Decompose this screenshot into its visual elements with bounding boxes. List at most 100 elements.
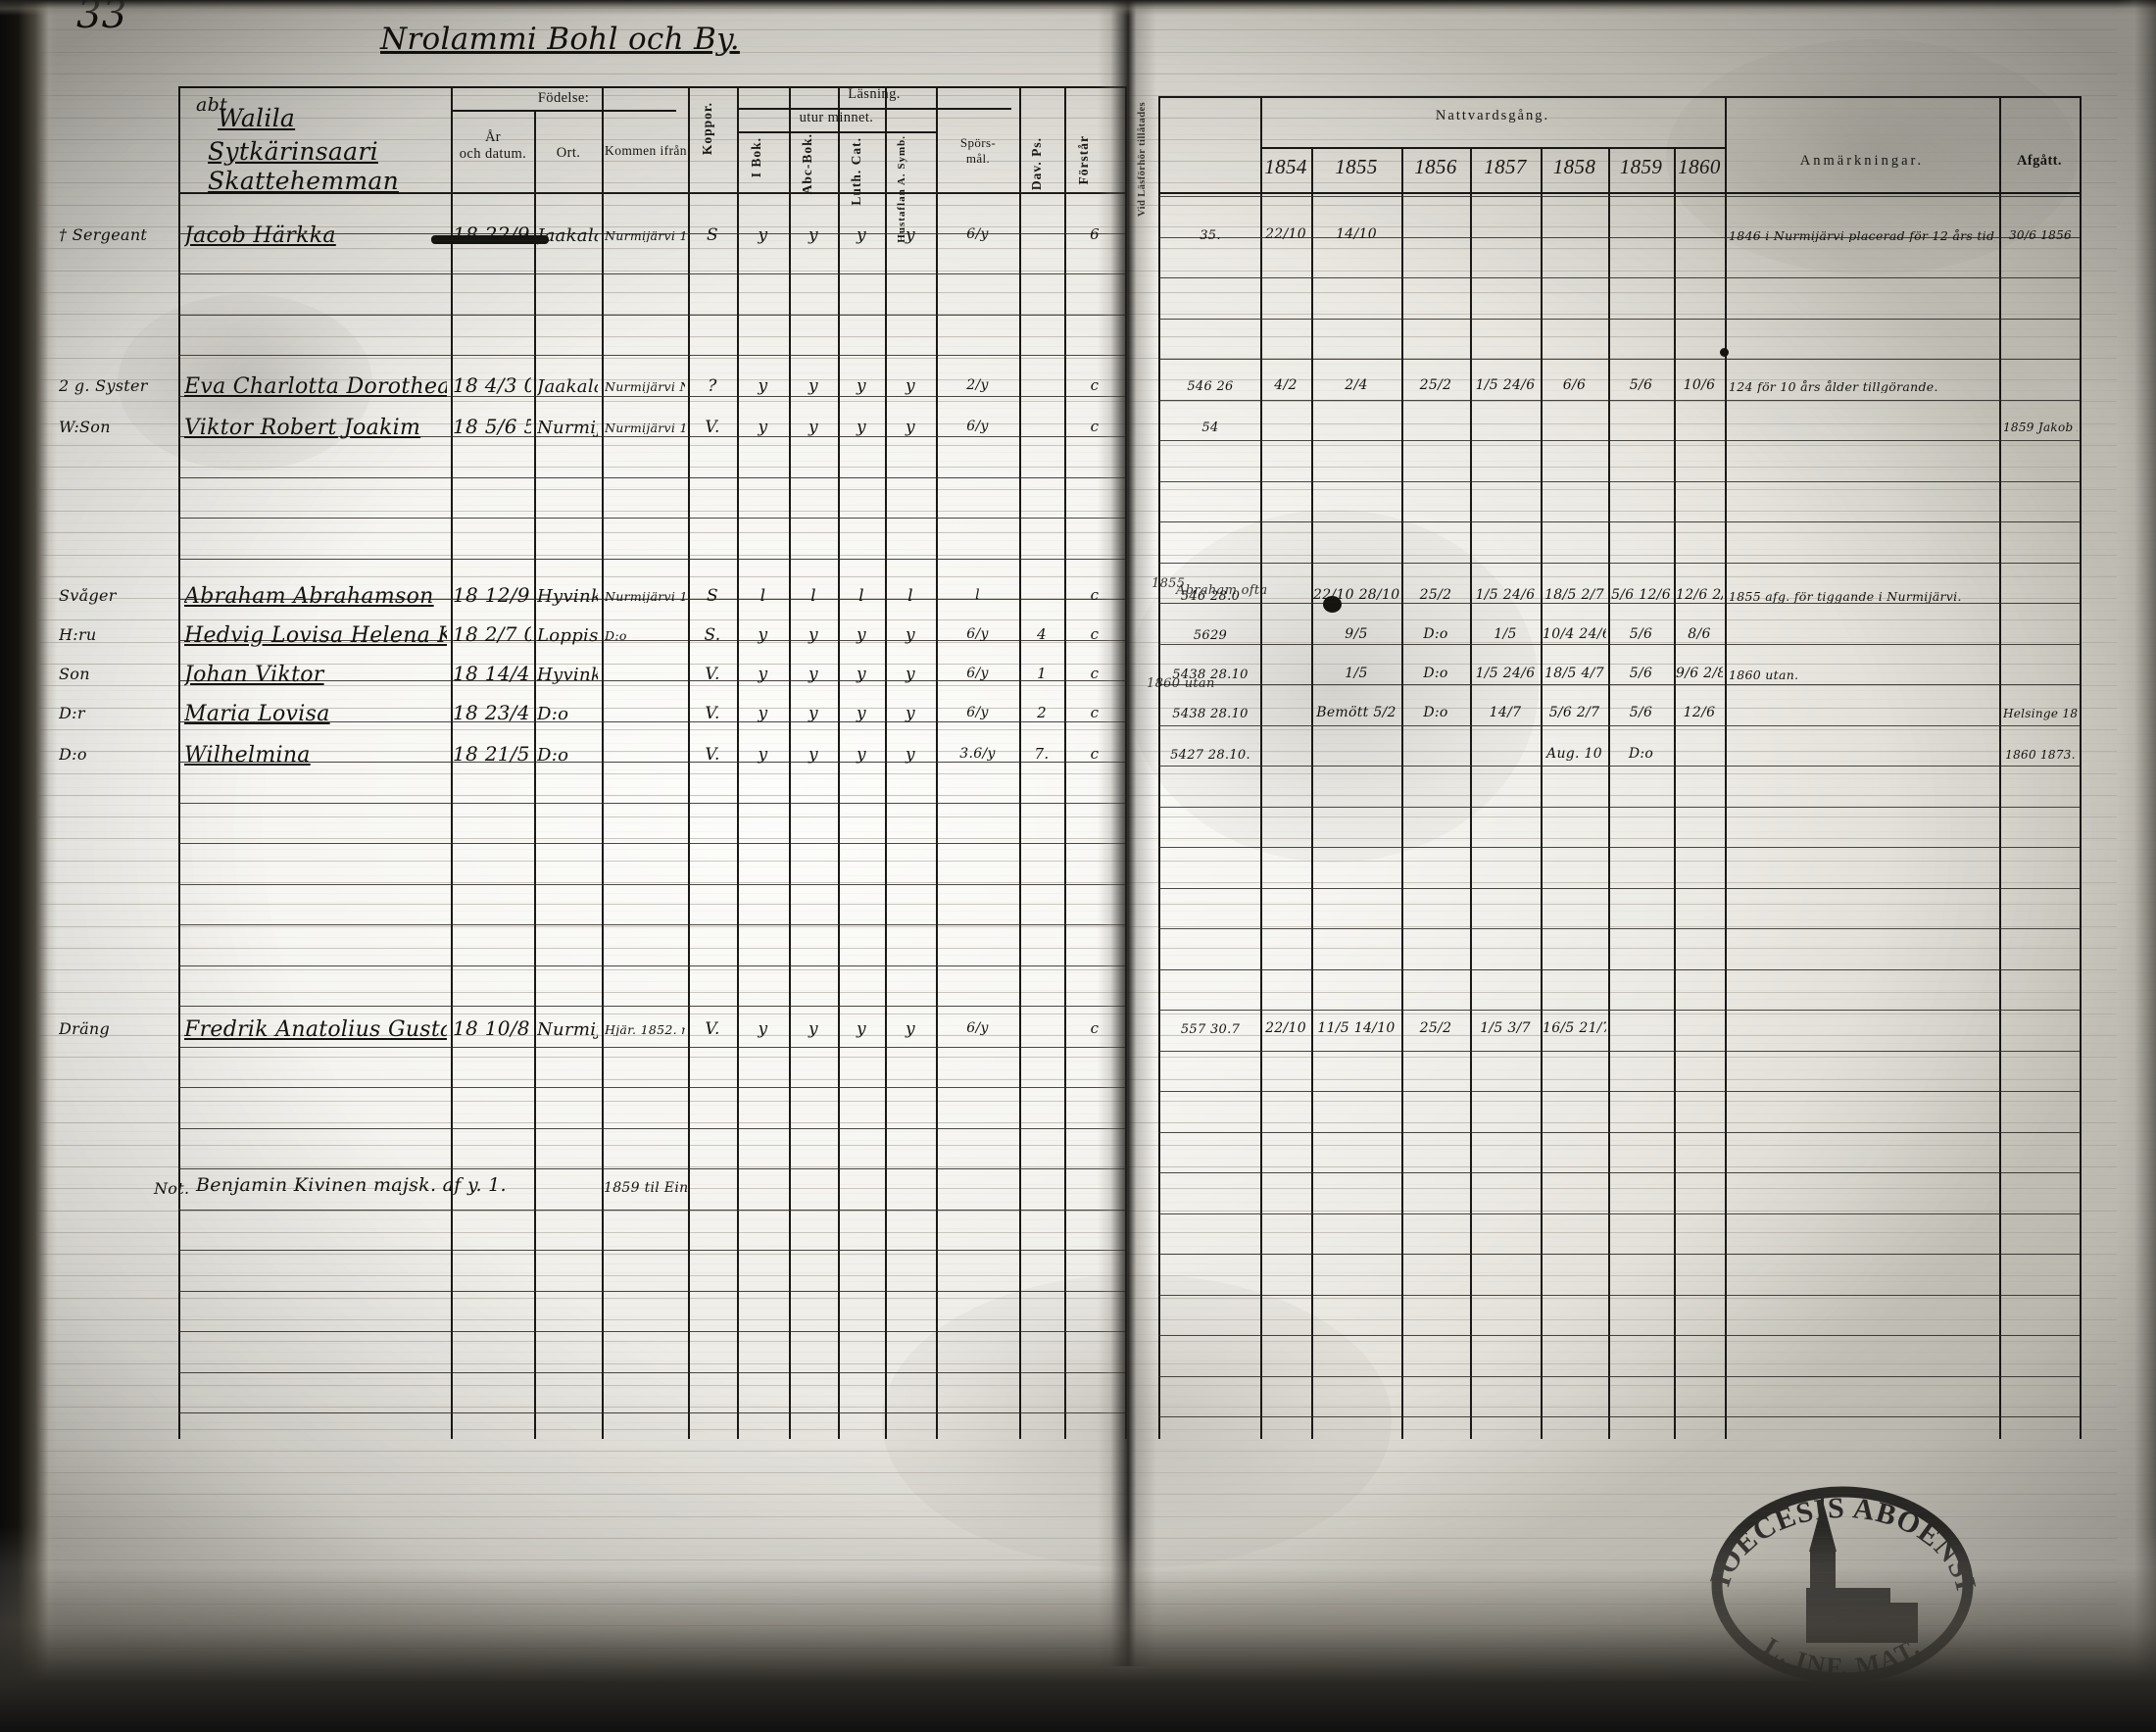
grid-line-h <box>737 108 1011 110</box>
header-reading-group: Läsning. <box>848 86 901 102</box>
cell-c1854: 4/2 <box>1274 378 1298 393</box>
paper-rule <box>39 882 2117 883</box>
header-birth-year: År och datum. <box>453 129 533 163</box>
row-separator <box>178 1331 1125 1332</box>
paper-rule <box>39 772 2117 774</box>
cell-birth_year: 18 4/3 04 <box>453 375 531 396</box>
cell-questions: 6/y <box>966 1021 989 1036</box>
cell-birth_place: Jaakala <box>537 378 598 397</box>
cell-c1855: 2/4 <box>1345 378 1368 393</box>
cell-understands: c <box>1090 706 1100 721</box>
grid-line-v <box>602 86 604 1439</box>
paper-rule <box>39 619 2117 621</box>
communion-year-1860: 1860 <box>1678 155 1721 178</box>
paper-rule <box>39 1341 2117 1343</box>
cell-abc_book: y <box>808 706 818 723</box>
row-separator <box>1158 563 2080 564</box>
margin-note: 1860 utan <box>1147 676 1215 691</box>
paper-rule <box>39 728 2117 730</box>
cell-luth_cat: y <box>857 667 866 684</box>
paper-rule <box>39 1210 2117 1212</box>
cell-c1856: D:o <box>1423 667 1448 681</box>
paper-rule <box>39 335 2117 337</box>
grid-line-v <box>1608 147 1610 1439</box>
cell-dav_ps: 2 <box>1037 706 1047 721</box>
row-separator <box>178 355 1125 356</box>
cell-role: D:o <box>59 747 87 764</box>
header-dav-ps: Dav. Ps. <box>1029 137 1044 191</box>
paper-rule <box>39 248 2117 250</box>
paper-rule <box>39 357 2117 359</box>
grid-line-v <box>451 86 453 1439</box>
paper-rule <box>39 991 2117 993</box>
paper-rule <box>39 1362 2117 1364</box>
paper-rule <box>39 51 2117 53</box>
row-separator <box>178 680 1125 681</box>
cell-c1857: 14/7 <box>1489 706 1522 720</box>
cell-c1858: Aug. 10 <box>1546 747 1602 762</box>
paper-rule <box>39 226 2117 227</box>
cell-name: Fredrik Anatolius Gustaf <box>184 1018 447 1042</box>
cell-understands: c <box>1090 1021 1100 1037</box>
paper-rule <box>39 379 2117 381</box>
cell-birth_year: 18 2/7 06 <box>453 624 531 645</box>
row-separator <box>178 843 1125 844</box>
paper-rule <box>39 664 2117 665</box>
cell-at_exam: 557 30.7 <box>1180 1023 1241 1037</box>
cell-husttaflan: y <box>906 227 915 245</box>
cell-dav_ps: 1 <box>1037 667 1047 682</box>
cell-understands: c <box>1090 747 1100 763</box>
cell-birth_year: 18 23/4 40 <box>453 703 531 723</box>
cell-come_from: Hjär. 1852. n. 81. 1854 11/12 Nr 108 <box>605 1023 685 1037</box>
cell-birth_place: D:o <box>537 747 569 766</box>
margin-note: Abraham ofta <box>1176 583 1268 598</box>
book-gutter-shadow <box>1098 0 1156 1666</box>
cell-husttaflan: y <box>906 627 915 645</box>
row-separator <box>1158 1132 2080 1133</box>
cell-at_exam: 5438 28.10 <box>1172 708 1249 721</box>
paper-rule <box>39 270 2117 272</box>
communion-year-1856: 1856 <box>1414 155 1457 178</box>
paper-rule <box>39 1319 2117 1320</box>
row-separator <box>178 436 1125 437</box>
cell-husttaflan: y <box>906 706 915 723</box>
row-separator <box>178 762 1125 763</box>
cell-abc_book: y <box>808 747 818 765</box>
paper-rule <box>39 1165 2117 1167</box>
cell-smallpox: V. <box>705 1021 720 1039</box>
scan-edge-bottom <box>0 1526 2156 1732</box>
cell-luth_cat: y <box>857 706 866 723</box>
grid-line-v <box>178 86 180 1439</box>
cell-understands: 6 <box>1090 227 1100 243</box>
row-separator <box>178 233 1125 234</box>
grid-line-v <box>789 86 791 1439</box>
cell-luth_cat: y <box>857 378 866 396</box>
header-communion-group: Nattvardsgång. <box>1435 108 1550 124</box>
cell-at_exam: 546 26 <box>1187 380 1234 394</box>
grid-line-h <box>451 110 676 112</box>
row-separator <box>178 640 1125 641</box>
grid-line-v <box>1311 147 1313 1439</box>
row-separator <box>1158 440 2080 441</box>
grid-line-h <box>178 86 1125 88</box>
header-questions-line2: mål. <box>965 151 991 166</box>
header-understands: Förstår <box>1076 135 1091 185</box>
cell-c1860: 8/6 <box>1688 627 1711 642</box>
paper-rule <box>39 445 2117 446</box>
grid-line-v <box>1541 147 1543 1439</box>
cell-c1857: 1/5 3/7 <box>1480 1021 1531 1036</box>
cell-departed: Helsinge 1860 <box>2003 708 2078 720</box>
cell-c1856: D:o <box>1423 706 1448 720</box>
paper-rule <box>39 467 2117 469</box>
scan-edge-left <box>0 0 57 1732</box>
row-separator <box>178 518 1125 519</box>
cell-questions: 6/y <box>966 667 989 681</box>
paper-rule <box>39 598 2117 600</box>
row-separator <box>1158 1335 2080 1336</box>
row-separator <box>1158 888 2080 889</box>
paper-rule <box>39 838 2117 840</box>
cell-c1854: 22/10 <box>1265 227 1306 242</box>
cell-c1855: 9/5 <box>1345 627 1368 642</box>
paper-rule <box>39 685 2117 687</box>
grid-line-v <box>936 86 938 1439</box>
